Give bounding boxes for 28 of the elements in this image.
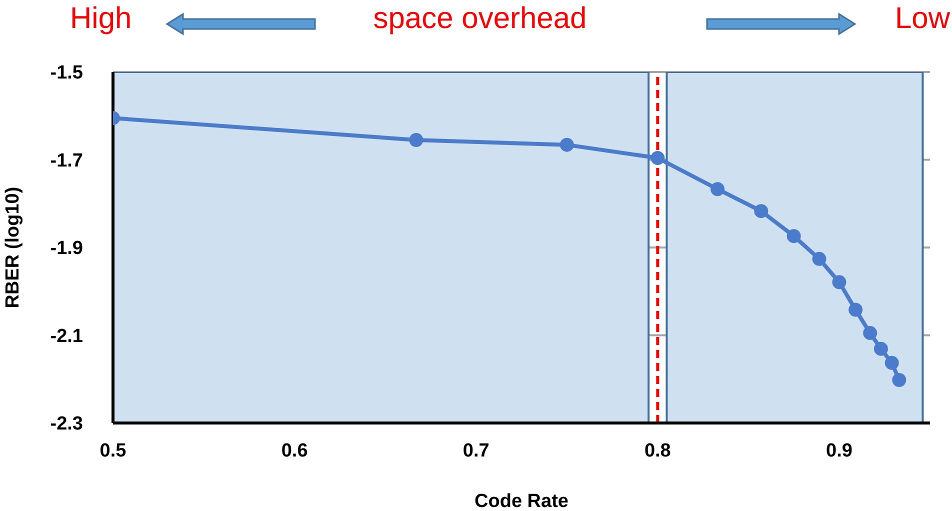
y-tick-label: -2.3 [50,414,83,435]
x-tick-label: 0.6 [281,440,308,462]
point [786,229,801,244]
point [650,150,665,165]
point [560,138,574,152]
point [874,342,888,356]
x-tick-label: 0.7 [462,440,490,462]
point [409,133,424,148]
x-tick-label: 0.8 [644,440,671,462]
text: space overhead [372,2,588,36]
x-tick-label: 0.5 [100,440,127,462]
y-tick-label: -2.1 [50,326,84,347]
x-axis-title: Code Rate [474,491,568,511]
x-tick-label: 0.9 [826,440,852,462]
point [710,182,725,196]
text: Low [894,2,950,36]
text: High [70,2,133,36]
y-axis-title: RBER (log10) [2,186,24,308]
point [884,356,899,370]
point [848,302,863,317]
point [863,326,878,340]
point [812,252,826,266]
y-tick-label: -1.7 [50,150,83,172]
y-tick-label: -1.9 [50,238,83,260]
point [754,204,768,218]
point [892,373,906,388]
point [832,275,846,290]
y-tick-label: -1.5 [50,62,84,84]
